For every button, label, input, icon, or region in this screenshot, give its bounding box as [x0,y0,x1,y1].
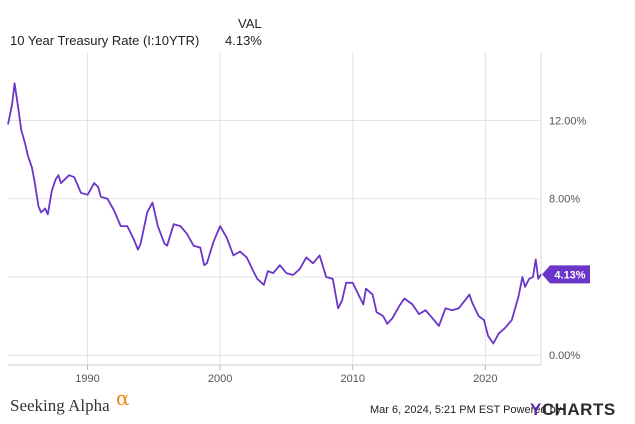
footer-timestamp: Mar 6, 2024, 5:21 PM EST Powered by [370,404,561,416]
y-tick-label: 8.00% [549,194,580,206]
x-tick-label: 1990 [75,373,99,385]
legend-column-label: VAL [238,16,262,31]
powered-by-text: Powered by [503,404,562,416]
ycharts-logo-text: CHARTS [541,400,616,419]
end-value-text: 4.13% [554,269,585,281]
brand-logo-text: Seeking Alpha [10,396,110,415]
y-tick-label: 12.00% [549,115,587,127]
x-tick-label: 2000 [208,373,232,385]
end-value-tag [542,265,590,284]
legend-series-value: 4.13% [225,33,262,48]
series-lines [7,82,542,345]
y-tick-label: 0.00% [549,350,580,362]
x-tick-label: 2010 [340,373,364,385]
y-axis-ticks: 0.00% 8.00% 12.00% [549,115,587,362]
timestamp-text: Mar 6, 2024, 5:21 PM EST [370,404,501,416]
legend-series-name: 10 Year Treasury Rate (I:10YTR) [10,33,200,48]
gridlines [8,52,542,370]
x-tick-label: 2020 [473,373,497,385]
brand-alpha-symbol: α [116,386,130,410]
ycharts-logo-y: Y [530,400,542,419]
ycharts-logo[interactable]: YCHARTS [530,400,616,420]
end-value-label: 4.13% [542,265,590,284]
series-line [7,82,542,345]
x-axis-ticks: 1990 2000 2010 2020 [75,373,497,385]
